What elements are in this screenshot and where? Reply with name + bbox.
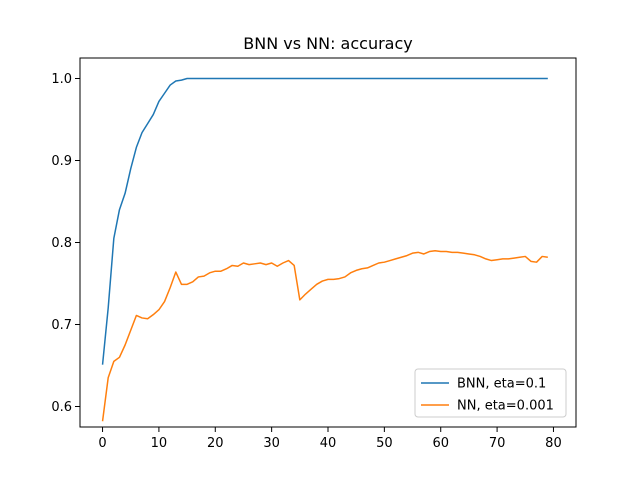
y-axis: 0.6 0.7 0.8 0.9 1.0	[51, 72, 80, 415]
legend-label-1: NN, eta=0.001	[457, 399, 554, 414]
plot-lines	[101, 77, 548, 422]
y-tick-label: 0.8	[51, 236, 72, 251]
x-tick-label: 30	[263, 436, 280, 451]
x-tick-label: 70	[489, 436, 506, 451]
chart-title: BNN vs NN: accuracy	[243, 34, 413, 53]
x-tick-label: 40	[320, 436, 337, 451]
y-tick-label: 1.0	[51, 72, 72, 87]
y-tick-label: 0.6	[51, 400, 72, 415]
legend-label-0: BNN, eta=0.1	[457, 377, 546, 392]
y-tick-label: 0.7	[51, 318, 72, 333]
x-tick-label: 0	[98, 436, 106, 451]
series-line-0	[101, 77, 548, 365]
x-tick-label: 80	[545, 436, 562, 451]
legend-box	[414, 368, 567, 418]
series-line-1	[101, 249, 548, 422]
x-tick-label: 10	[151, 436, 168, 451]
x-tick-label: 20	[207, 436, 224, 451]
y-tick-label: 0.9	[51, 154, 72, 169]
legend: BNN, eta=0.1 NN, eta=0.001	[414, 368, 567, 418]
x-tick-label: 50	[376, 436, 393, 451]
x-tick-label: 60	[432, 436, 449, 451]
x-axis: 0 10 20 30 40 50 60 70 80	[98, 427, 562, 451]
